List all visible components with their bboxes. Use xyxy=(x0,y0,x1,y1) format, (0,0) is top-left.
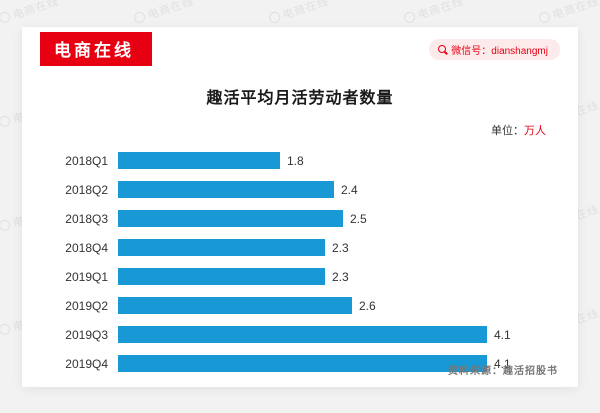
card-header: 电商在线 微信号：dianshangmj xyxy=(40,32,560,66)
category-label: 2018Q4 xyxy=(65,240,108,255)
value-label: 2.4 xyxy=(341,182,358,197)
category-label: 2018Q2 xyxy=(65,182,108,197)
category-label: 2018Q1 xyxy=(65,153,108,168)
bar[interactable] xyxy=(118,152,280,169)
source-note: 资料来源：趣活招股书 xyxy=(448,366,558,377)
bar-chart: 2018Q1 1.8 2018Q2 2.4 2018Q3 2.5 2018Q4 2.3 2019… xyxy=(40,146,560,378)
watermark-item: 电商在线 xyxy=(132,409,196,413)
value-label: 1.8 xyxy=(287,153,304,168)
bar[interactable] xyxy=(118,181,334,198)
watermark-logo-icon xyxy=(0,10,12,25)
category-label: 2019Q1 xyxy=(65,269,108,284)
bar-row: 2019Q4 4.1 xyxy=(40,349,560,378)
watermark-logo-icon xyxy=(0,218,12,233)
unit-value: 万人 xyxy=(524,125,546,137)
value-label: 4.1 xyxy=(494,356,511,371)
value-label: 2.3 xyxy=(332,269,349,284)
watermark-item: 电商在线 xyxy=(402,0,466,27)
category-label: 2019Q4 xyxy=(65,356,108,371)
watermark-item: 电商在线 xyxy=(537,409,600,413)
watermark-logo-icon xyxy=(537,10,552,25)
watermark-item: 电商在线 xyxy=(402,409,466,413)
bar[interactable] xyxy=(118,355,487,372)
search-icon xyxy=(438,45,447,53)
bar-row: 2018Q2 2.4 xyxy=(40,175,560,204)
watermark-item: 电商在线 xyxy=(0,0,61,27)
bar-row: 2018Q3 2.5 xyxy=(40,204,560,233)
wechat-badge[interactable]: 微信号：dianshangmj xyxy=(429,38,560,60)
bar-row: 2018Q1 1.8 xyxy=(40,146,560,175)
watermark-item: 电商在线 xyxy=(537,0,600,27)
category-label: 2018Q3 xyxy=(65,211,108,226)
unit-prefix: 单位： xyxy=(491,125,524,137)
watermark-item: 电商在线 xyxy=(267,409,331,413)
value-label: 2.5 xyxy=(350,211,367,226)
unit-label: 单位：万人 xyxy=(40,122,546,138)
watermark-logo-icon xyxy=(402,10,417,25)
watermark-logo-icon xyxy=(132,10,147,25)
category-label: 2019Q2 xyxy=(65,298,108,313)
bar-row: 2019Q3 4.1 xyxy=(40,320,560,349)
watermark-logo-icon xyxy=(0,114,12,129)
wechat-label: 微信号：dianshangmj xyxy=(451,45,548,57)
bar-row: 2019Q2 2.6 xyxy=(40,291,560,320)
chart-card: 电商在线 微信号：dianshangmj 趣活平均月活劳动者数量 单位：万人 2… xyxy=(22,27,578,387)
bar[interactable] xyxy=(118,239,325,256)
bar-row: 2018Q4 2.3 xyxy=(40,233,560,262)
value-label: 2.3 xyxy=(332,240,349,255)
brand-logo: 电商在线 xyxy=(40,32,152,66)
watermark-item: 电商在线 xyxy=(0,409,61,413)
value-label: 2.6 xyxy=(359,298,376,313)
bar-row: 2019Q1 2.3 xyxy=(40,262,560,291)
category-label: 2019Q3 xyxy=(65,327,108,342)
bar[interactable] xyxy=(118,297,352,314)
bar[interactable] xyxy=(118,326,487,343)
chart-title: 趣活平均月活劳动者数量 xyxy=(206,90,394,107)
watermark-item: 电商在线 xyxy=(132,0,196,27)
value-label: 4.1 xyxy=(494,327,511,342)
bar[interactable] xyxy=(118,268,325,285)
bar[interactable] xyxy=(118,210,343,227)
watermark-logo-icon xyxy=(0,322,12,337)
watermark-logo-icon xyxy=(267,10,282,25)
watermark-item: 电商在线 xyxy=(267,0,331,27)
